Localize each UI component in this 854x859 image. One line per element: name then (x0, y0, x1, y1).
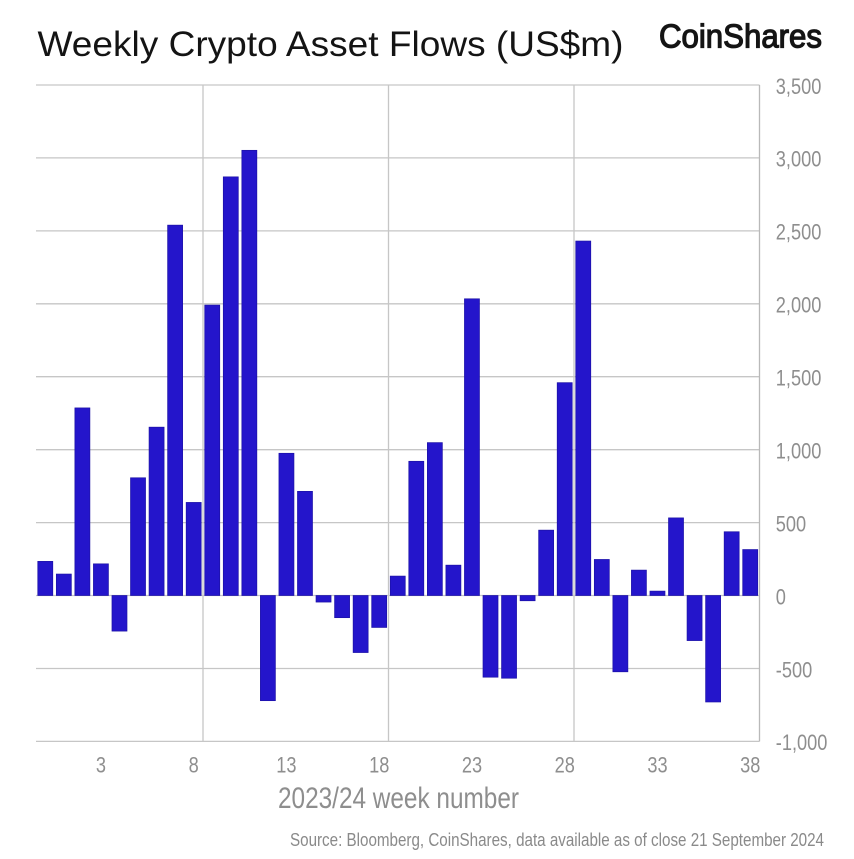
svg-text:8: 8 (189, 754, 199, 778)
svg-text:3: 3 (96, 754, 106, 778)
svg-text:0: 0 (776, 586, 786, 610)
svg-text:18: 18 (369, 754, 389, 778)
svg-text:38: 38 (740, 754, 760, 778)
svg-text:Source: Bloomberg, CoinShares,: Source: Bloomberg, CoinShares, data avai… (290, 830, 824, 851)
svg-text:3,000: 3,000 (776, 148, 822, 172)
svg-text:-500: -500 (776, 659, 812, 683)
svg-text:33: 33 (647, 754, 667, 778)
svg-text:2,500: 2,500 (776, 221, 822, 245)
svg-text:1,000: 1,000 (776, 440, 822, 464)
svg-text:13: 13 (276, 754, 296, 778)
svg-text:28: 28 (555, 754, 575, 778)
svg-text:23: 23 (462, 754, 482, 778)
svg-text:500: 500 (776, 513, 806, 537)
svg-text:1,500: 1,500 (776, 367, 822, 391)
svg-text:3,500: 3,500 (776, 75, 822, 99)
svg-text:2,000: 2,000 (776, 294, 822, 318)
svg-text:Weekly Crypto Asset Flows (US$: Weekly Crypto Asset Flows (US$m) (38, 25, 624, 64)
svg-text:CoinShares: CoinShares (659, 17, 822, 55)
svg-text:2023/24 week number: 2023/24 week number (278, 781, 519, 815)
svg-text:-1,000: -1,000 (776, 732, 828, 756)
